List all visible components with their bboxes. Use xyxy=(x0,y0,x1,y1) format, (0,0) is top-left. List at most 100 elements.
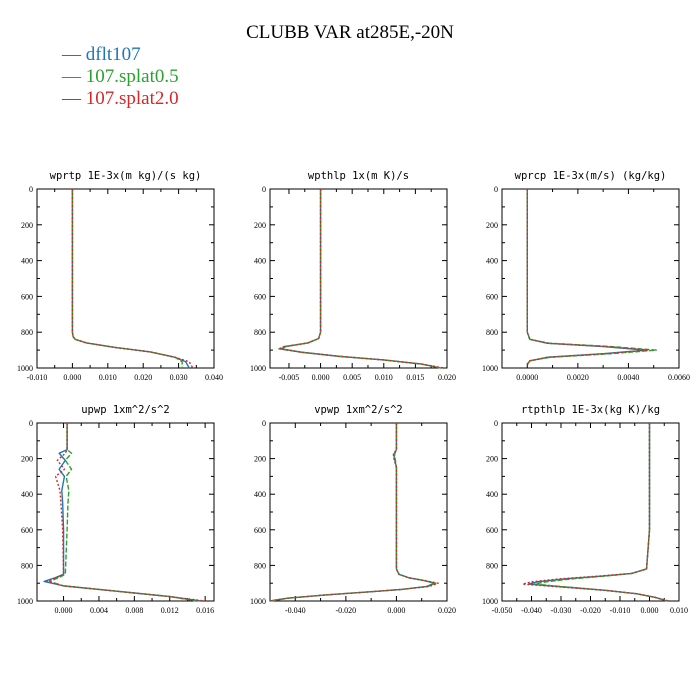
panel-3: wprcp 1E-3x(m/s) (kg/kg) 0 200 400 600 800 100… xyxy=(482,170,690,382)
panel-title: upwp 1xm^2/s^2 xyxy=(81,404,170,416)
legend-swatch: — xyxy=(62,44,81,65)
series-line-1 xyxy=(280,189,441,369)
x-tick-label: 0.000 xyxy=(55,606,73,615)
series-line-2 xyxy=(71,189,183,368)
x-tick-label: 0.0020 xyxy=(567,373,589,382)
series-line-2 xyxy=(533,423,668,602)
y-tick-label: 400 xyxy=(21,490,33,499)
plot-frame xyxy=(269,422,448,602)
x-tick-label: 0.020 xyxy=(134,373,152,382)
x-tick-label: -0.020 xyxy=(580,606,601,615)
y-tick-label: 1000 xyxy=(482,597,498,606)
x-tick-label: -0.050 xyxy=(492,606,513,615)
panel-title: wpthlp 1x(m K)/s xyxy=(308,170,409,182)
x-tick-label: 0.020 xyxy=(438,606,456,615)
panel-1: wprtp 1E-3x(m kg)/(s kg) 0 200 400 600 800 100… xyxy=(17,170,223,382)
x-tick-label: -0.040 xyxy=(285,606,306,615)
x-tick-label: -0.030 xyxy=(551,606,572,615)
legend-label: dflt107 xyxy=(85,44,141,65)
y-tick-label: 400 xyxy=(254,490,266,499)
y-tick-label: 200 xyxy=(486,221,498,230)
panel-6: rtpthlp 1E-3x(kg K)/kg02004006008001000-… xyxy=(482,404,688,615)
y-tick-label: 800 xyxy=(254,328,266,337)
series-line-2 xyxy=(526,189,657,365)
x-tick-label: 0.000 xyxy=(63,373,81,382)
y-tick-label: 800 xyxy=(486,328,498,337)
x-tick-label: 0.030 xyxy=(170,373,188,382)
y-tick-label: 600 xyxy=(486,292,498,301)
panel-title: wprtp 1E-3x(m kg)/(s kg) xyxy=(50,170,202,182)
series-line-2 xyxy=(48,423,197,602)
series-line-3 xyxy=(521,423,669,602)
x-tick-label: -0.010 xyxy=(610,606,631,615)
x-tick-label: 0.000 xyxy=(387,606,405,615)
series-line-3 xyxy=(46,423,206,602)
panel-title: vpwp 1xm^2/s^2 xyxy=(314,404,403,416)
panel-title: rtpthlp 1E-3x(kg K)/kg xyxy=(521,404,660,416)
y-tick-label: 800 xyxy=(21,328,33,337)
x-tick-label: 0.040 xyxy=(205,373,223,382)
series-line-3 xyxy=(279,189,444,369)
legend-label: 107.splat2.0 xyxy=(85,88,179,109)
x-tick-label: -0.005 xyxy=(279,373,300,382)
y-tick-label: 0 xyxy=(262,419,266,428)
legend-swatch: — xyxy=(62,88,81,109)
plot-frame xyxy=(501,188,680,369)
legend-item-splat05: — 107.splat0.5 xyxy=(62,66,179,88)
x-tick-label: 0.0040 xyxy=(617,373,639,382)
y-tick-label: 200 xyxy=(254,455,266,464)
legend-item-splat20: — 107.splat2.0 xyxy=(62,88,179,110)
y-tick-label: 0 xyxy=(494,185,498,194)
x-tick-label: 0.0000 xyxy=(516,373,538,382)
y-tick-label: 800 xyxy=(486,561,498,570)
x-tick-label: 0.008 xyxy=(125,606,143,615)
series-line-1 xyxy=(526,189,647,365)
x-tick-label: -0.020 xyxy=(336,606,357,615)
y-tick-label: 400 xyxy=(21,257,33,266)
figure-title: CLUBB VAR at285E,-20N xyxy=(246,22,454,43)
y-tick-label: 600 xyxy=(21,526,33,535)
panel-5: vpwp 1xm^2/s^2 0 200 400 600 800 1000 -0.040 -0.… xyxy=(250,404,456,615)
plot-frame xyxy=(269,188,448,369)
legend-label: 107.splat0.5 xyxy=(85,66,179,87)
series-line-1 xyxy=(71,189,190,369)
legend-item-dflt107: — dflt107 xyxy=(62,44,141,66)
y-tick-label: 200 xyxy=(21,221,33,230)
series-line-2 xyxy=(278,189,441,369)
y-tick-label: 0 xyxy=(29,419,33,428)
y-tick-label: 0 xyxy=(29,185,33,194)
y-tick-label: 200 xyxy=(486,455,498,464)
series-line-3 xyxy=(71,189,194,369)
legend-swatch: — xyxy=(62,66,81,87)
panel-title: wprcp 1E-3x(m/s) (kg/kg) xyxy=(515,170,667,182)
x-tick-label: 0.000 xyxy=(641,606,659,615)
y-tick-label: 600 xyxy=(486,526,498,535)
y-tick-label: 1000 xyxy=(17,364,33,373)
x-tick-label: -0.010 xyxy=(27,373,48,382)
x-tick-label: 0.020 xyxy=(438,373,456,382)
series-line-1 xyxy=(527,423,668,602)
y-tick-label: 1000 xyxy=(482,364,498,373)
y-tick-label: 600 xyxy=(254,292,266,301)
series-line-1 xyxy=(269,423,436,602)
x-tick-label: 0.016 xyxy=(196,606,214,615)
x-tick-label: 0.000 xyxy=(312,373,330,382)
panel-2: wpthlp 1x(m K)/s 0 200 400 600 800 1000 -0.005 0… xyxy=(250,170,456,382)
x-tick-label: 0.010 xyxy=(99,373,117,382)
y-tick-label: 600 xyxy=(254,526,266,535)
x-tick-label: 0.004 xyxy=(90,606,108,615)
series-line-2 xyxy=(269,423,437,602)
y-tick-label: 400 xyxy=(254,257,266,266)
plot-frame xyxy=(501,422,680,602)
x-tick-label: -0.040 xyxy=(521,606,542,615)
y-tick-label: 600 xyxy=(21,292,33,301)
plot-frame xyxy=(36,188,215,369)
y-tick-label: 1000 xyxy=(250,597,266,606)
x-tick-label: 0.005 xyxy=(343,373,361,382)
y-tick-label: 0 xyxy=(494,419,498,428)
x-tick-label: 0.0060 xyxy=(668,373,690,382)
x-tick-label: 0.010 xyxy=(670,606,688,615)
y-tick-label: 200 xyxy=(21,455,33,464)
series-line-3 xyxy=(526,189,650,365)
